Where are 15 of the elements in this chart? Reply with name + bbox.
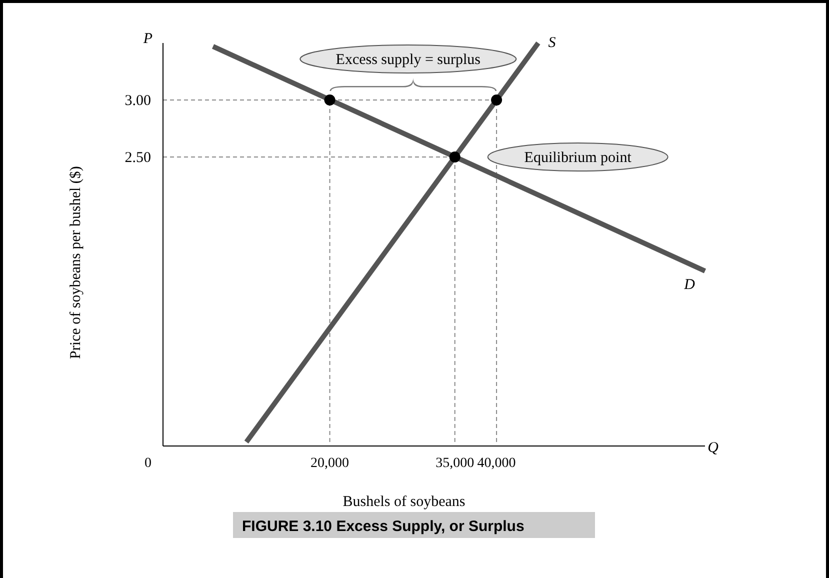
x-tick-label: 0 [144, 456, 152, 471]
y-tick-label: 2.50 [124, 150, 151, 166]
annotation: Equilibrium point [524, 150, 632, 166]
annotation: Excess supply = surplus [336, 52, 481, 68]
text: Q [708, 440, 719, 456]
text: FIGURE 3.10 Excess Supply, or Surplus [242, 518, 524, 535]
x-tick-label: 35,000 [436, 456, 474, 471]
y-tick-label: 3.00 [124, 93, 151, 109]
x-tick-label: 20,000 [310, 456, 350, 471]
y-axis-title: Price of soybeans per bushel ($) [68, 166, 84, 359]
series-label: D [683, 277, 696, 293]
text: P [142, 31, 153, 47]
x-tick-label: 40,000 [477, 456, 516, 471]
x-axis-title: Bushels of soybeans [342, 494, 466, 510]
series-label: S [548, 35, 556, 51]
